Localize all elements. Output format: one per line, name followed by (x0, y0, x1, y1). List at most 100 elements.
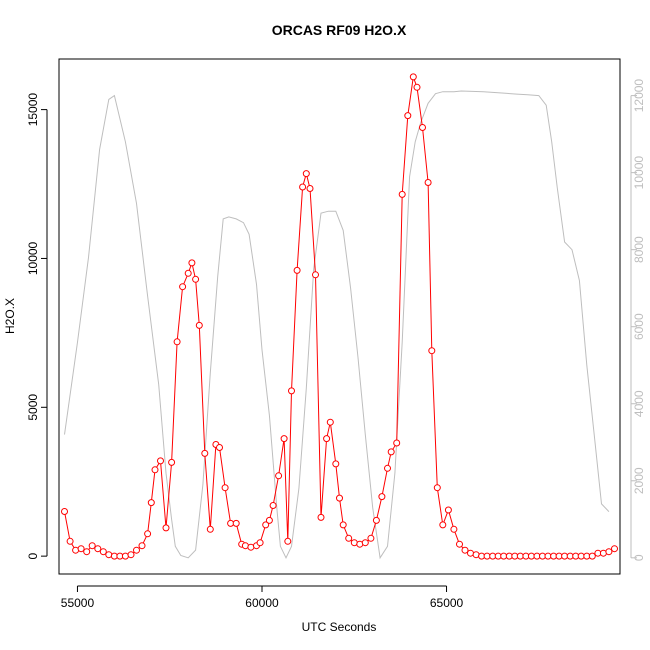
data-point (275, 472, 283, 480)
data-point (121, 552, 129, 560)
data-point (284, 537, 292, 545)
y2-tick-label: 4000 (632, 390, 646, 417)
data-point (561, 552, 569, 560)
data-point (456, 540, 463, 548)
data-point (444, 506, 452, 514)
data-point (433, 484, 441, 492)
y2-tick-label: 12000 (632, 79, 646, 113)
data-point (326, 418, 334, 426)
data-point (605, 548, 613, 556)
data-point (404, 112, 412, 120)
y-tick-label: 10000 (26, 241, 40, 275)
data-point (173, 338, 181, 346)
data-point (168, 458, 176, 466)
data-point (299, 183, 307, 191)
data-point (88, 542, 96, 550)
data-point (419, 124, 426, 131)
data-point (184, 269, 192, 277)
data-point (367, 534, 375, 542)
data-point (336, 494, 343, 502)
primary-series-layer (61, 73, 618, 560)
data-point (361, 539, 369, 547)
data-point (195, 321, 203, 329)
x-tick-label: 60000 (245, 596, 279, 610)
x-axis-label: UTC Seconds (302, 620, 377, 634)
data-point (269, 502, 277, 509)
primary-series-line (64, 76, 615, 557)
data-point (138, 542, 146, 550)
data-point (201, 449, 209, 457)
data-point (413, 83, 421, 91)
data-point (306, 185, 314, 192)
y-tick-label: 0 (26, 552, 40, 559)
data-point (151, 466, 159, 474)
secondary-series-line (64, 90, 610, 560)
data-point (312, 271, 319, 279)
data-point (94, 545, 102, 553)
data-point (157, 457, 164, 465)
data-point (588, 552, 596, 560)
data-point (262, 521, 270, 529)
data-point (384, 464, 391, 472)
data-point (247, 543, 255, 551)
y-axis-label: H2O.X (3, 298, 17, 334)
data-point (105, 551, 113, 559)
data-point (317, 513, 325, 521)
data-point (288, 387, 295, 395)
data-point (467, 549, 474, 557)
data-point (147, 499, 155, 507)
data-point (439, 521, 447, 529)
y2-tick-label: 6000 (632, 313, 646, 340)
data-point (265, 516, 273, 524)
data-point (323, 435, 331, 443)
data-point (332, 460, 340, 468)
data-point (293, 266, 301, 274)
secondary-series-layer (64, 90, 610, 560)
data-point (99, 548, 107, 556)
data-point (232, 519, 240, 527)
data-point (516, 552, 524, 560)
data-point (221, 484, 229, 492)
y-tick-label: 15000 (26, 93, 40, 127)
y-tick-label: 5000 (26, 394, 40, 421)
data-point (188, 259, 196, 267)
data-point (345, 534, 353, 542)
data-point (409, 73, 417, 81)
data-point (162, 524, 170, 532)
data-point (256, 539, 264, 547)
y2-tick-label: 10000 (632, 156, 646, 190)
plot-frame (58, 58, 621, 575)
data-point (127, 551, 135, 559)
data-point (428, 347, 436, 355)
data-point (398, 190, 406, 198)
y2-tick-label: 2000 (632, 467, 646, 494)
data-point (450, 525, 458, 533)
data-point (461, 546, 469, 554)
data-point (133, 546, 140, 554)
data-point (83, 548, 91, 556)
y2-tick-label: 8000 (632, 236, 646, 263)
data-point (192, 275, 200, 283)
data-point (393, 439, 401, 447)
data-point (206, 525, 214, 533)
x-tick-label: 65000 (430, 596, 464, 610)
data-point (77, 545, 85, 553)
data-point (378, 493, 386, 501)
data-point (61, 508, 68, 515)
data-point (216, 444, 223, 451)
x-tick-label: 55000 (61, 596, 95, 610)
chart-title: ORCAS RF09 H2O.X (272, 22, 407, 38)
data-point (302, 170, 310, 178)
data-point (424, 179, 432, 186)
data-point (339, 521, 347, 529)
axes-layer: 55000 60000 65000 0 5000 10000 15000 0 2000 4000 6… (26, 79, 646, 610)
data-point (179, 283, 187, 291)
data-point (611, 545, 618, 553)
data-point (144, 530, 152, 538)
data-point (66, 537, 74, 545)
data-point (280, 435, 288, 443)
y2-tick-label: 0 (632, 554, 646, 561)
data-point (372, 516, 380, 524)
data-point (387, 448, 395, 456)
